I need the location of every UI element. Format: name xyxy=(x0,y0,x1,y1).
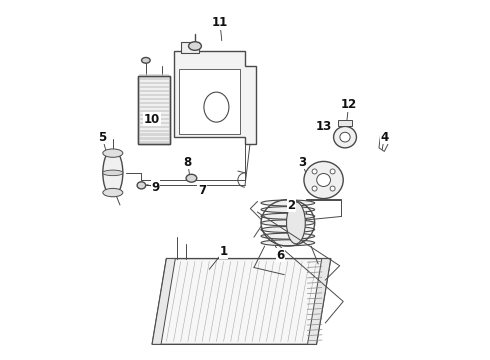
Ellipse shape xyxy=(261,200,315,206)
Polygon shape xyxy=(139,113,169,116)
Polygon shape xyxy=(139,109,169,112)
Ellipse shape xyxy=(334,126,356,148)
Polygon shape xyxy=(139,126,169,128)
Bar xyxy=(338,120,352,126)
Polygon shape xyxy=(139,134,169,136)
Polygon shape xyxy=(139,122,169,124)
Bar xyxy=(138,76,170,144)
Polygon shape xyxy=(139,130,169,132)
Text: 3: 3 xyxy=(298,156,306,168)
Polygon shape xyxy=(173,51,256,144)
Ellipse shape xyxy=(340,132,350,142)
Polygon shape xyxy=(139,73,169,76)
Polygon shape xyxy=(139,117,169,120)
Ellipse shape xyxy=(261,220,315,226)
Ellipse shape xyxy=(103,149,123,157)
Bar xyxy=(138,76,170,144)
Ellipse shape xyxy=(317,174,330,186)
Polygon shape xyxy=(308,258,331,344)
Ellipse shape xyxy=(204,92,229,122)
Ellipse shape xyxy=(102,170,123,176)
Polygon shape xyxy=(139,82,169,84)
Ellipse shape xyxy=(186,174,197,182)
Ellipse shape xyxy=(330,186,335,191)
Ellipse shape xyxy=(261,233,315,239)
Text: 10: 10 xyxy=(144,113,160,126)
Text: 9: 9 xyxy=(151,181,160,194)
Ellipse shape xyxy=(287,202,305,244)
Text: 12: 12 xyxy=(341,99,357,112)
Text: 4: 4 xyxy=(380,131,389,144)
Ellipse shape xyxy=(261,207,315,213)
Ellipse shape xyxy=(137,182,146,189)
Polygon shape xyxy=(139,86,169,89)
Polygon shape xyxy=(139,105,169,108)
Polygon shape xyxy=(139,141,169,144)
Ellipse shape xyxy=(330,169,335,174)
Bar xyxy=(181,42,198,53)
Ellipse shape xyxy=(103,188,123,197)
Ellipse shape xyxy=(261,226,315,233)
Text: 11: 11 xyxy=(212,16,228,29)
Ellipse shape xyxy=(304,161,343,199)
Text: 1: 1 xyxy=(220,245,228,258)
Text: 2: 2 xyxy=(287,198,295,212)
Text: 5: 5 xyxy=(98,131,106,144)
Ellipse shape xyxy=(312,186,317,191)
Text: 13: 13 xyxy=(316,120,332,133)
Polygon shape xyxy=(139,78,169,80)
Ellipse shape xyxy=(261,213,315,219)
Polygon shape xyxy=(139,102,169,104)
Ellipse shape xyxy=(103,150,123,196)
Polygon shape xyxy=(152,258,175,344)
Text: 6: 6 xyxy=(276,248,285,261)
Text: 8: 8 xyxy=(184,156,192,168)
Polygon shape xyxy=(139,138,169,140)
Polygon shape xyxy=(152,258,331,344)
Ellipse shape xyxy=(142,58,150,63)
Ellipse shape xyxy=(261,240,315,246)
Bar xyxy=(179,69,240,134)
Polygon shape xyxy=(139,90,169,93)
Bar xyxy=(306,199,342,201)
Polygon shape xyxy=(139,98,169,100)
Ellipse shape xyxy=(189,42,201,50)
Ellipse shape xyxy=(312,169,317,174)
Polygon shape xyxy=(139,94,169,96)
Text: 7: 7 xyxy=(198,184,206,197)
